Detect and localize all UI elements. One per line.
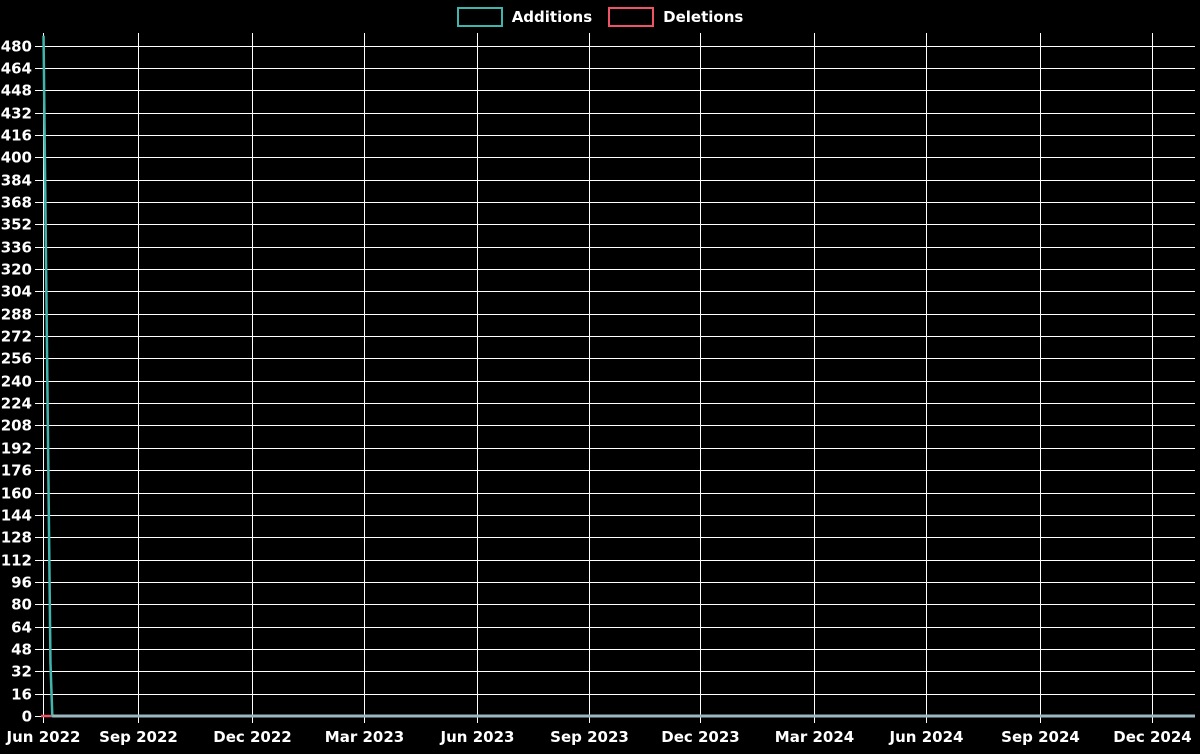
legend-label-additions: Additions xyxy=(511,8,593,26)
y-tick-label: 432 xyxy=(1,105,32,123)
x-tick-label: Jun 2022 xyxy=(6,728,81,746)
y-tick-label: 464 xyxy=(1,60,32,78)
x-tick-label: Jun 2024 xyxy=(889,728,964,746)
x-tick-label: Dec 2024 xyxy=(1113,728,1192,746)
y-tick-label: 336 xyxy=(1,239,32,257)
y-tick-label: 128 xyxy=(1,529,32,547)
y-tick-label: 448 xyxy=(1,82,32,100)
x-tick-label: Jun 2023 xyxy=(440,728,515,746)
y-tick-label: 192 xyxy=(1,440,32,458)
x-tick-label: Sep 2023 xyxy=(550,728,629,746)
y-tick-label: 144 xyxy=(1,507,32,525)
y-tick-label: 384 xyxy=(1,172,32,190)
y-tick-label: 224 xyxy=(1,395,32,413)
y-tick-label: 352 xyxy=(1,216,32,234)
legend-label-deletions: Deletions xyxy=(663,8,744,26)
y-tick-label: 400 xyxy=(1,149,32,167)
y-tick-label: 80 xyxy=(11,596,32,614)
y-tick-label: 288 xyxy=(1,306,32,324)
y-tick-label: 304 xyxy=(1,283,32,301)
y-tick-label: 0 xyxy=(22,708,32,726)
y-tick-label: 208 xyxy=(1,417,32,435)
x-tick-label: Sep 2022 xyxy=(99,728,178,746)
x-tick-label: Dec 2023 xyxy=(661,728,740,746)
x-tick-label: Dec 2022 xyxy=(213,728,292,746)
y-tick-label: 112 xyxy=(1,552,32,570)
legend-item-deletions[interactable]: Deletions xyxy=(608,7,743,27)
y-tick-label: 64 xyxy=(11,619,32,637)
y-tick-label: 240 xyxy=(1,373,32,391)
y-tick-label: 96 xyxy=(11,574,32,592)
chart-legend: Additions Deletions xyxy=(0,7,1200,27)
x-tick-label: Mar 2023 xyxy=(325,728,404,746)
x-tick-label: Sep 2024 xyxy=(1001,728,1080,746)
additions-swatch-icon xyxy=(456,7,503,27)
y-tick-label: 480 xyxy=(1,38,32,56)
y-tick-label: 320 xyxy=(1,261,32,279)
y-tick-label: 272 xyxy=(1,328,32,346)
legend-item-additions[interactable]: Additions xyxy=(456,7,593,27)
y-tick-label: 16 xyxy=(11,686,32,704)
deletions-swatch-icon xyxy=(608,7,655,27)
y-tick-label: 416 xyxy=(1,127,32,145)
y-tick-label: 160 xyxy=(1,485,32,503)
additions-line xyxy=(42,35,1195,718)
y-tick-label: 368 xyxy=(1,194,32,212)
y-tick-label: 32 xyxy=(11,663,32,681)
y-tick-label: 48 xyxy=(11,641,32,659)
x-tick-label: Mar 2024 xyxy=(775,728,854,746)
y-tick-label: 256 xyxy=(1,350,32,368)
y-tick-label: 176 xyxy=(1,462,32,480)
